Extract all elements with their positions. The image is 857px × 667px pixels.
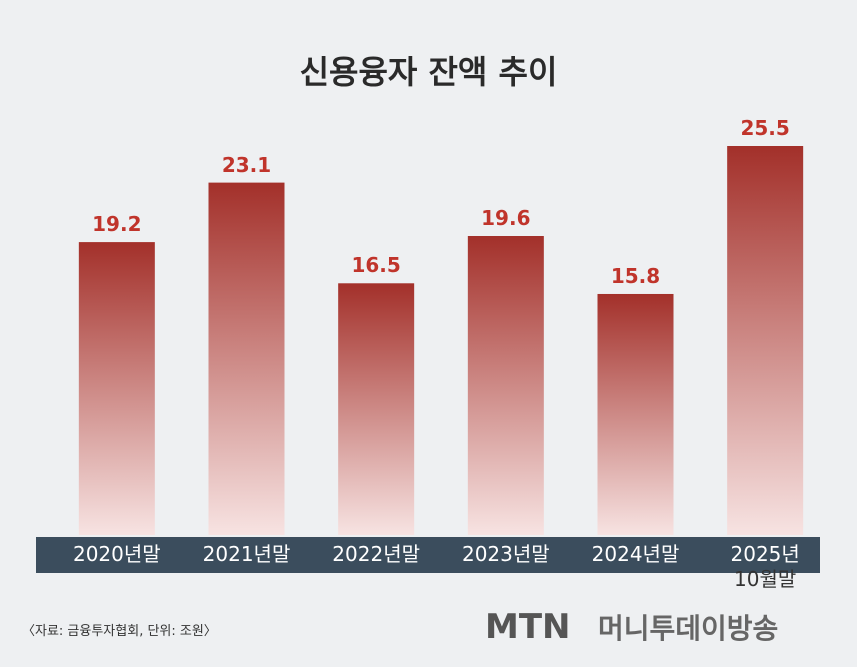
x-tick-label: 2022년말 (332, 542, 420, 566)
value-label: 16.5 (351, 253, 401, 278)
x-tick-label: 2025년 10월말 (700, 542, 830, 592)
bar (78, 242, 155, 535)
label-line: 2025년 (730, 542, 800, 566)
bar (338, 283, 415, 535)
source-note: 〈자료: 금융투자협회, 단위: 조원〉 (22, 624, 217, 639)
bar (597, 293, 674, 535)
value-label: 15.8 (610, 263, 661, 288)
label-line: 10월말 (734, 567, 797, 591)
logo-mark: MTN (485, 607, 571, 647)
x-tick-label: 2024년말 (591, 542, 680, 566)
bar (467, 236, 544, 536)
category-band (36, 537, 820, 573)
bar (208, 182, 285, 536)
value-label: 19.6 (481, 206, 531, 230)
x-tick-label: 2021년말 (202, 542, 291, 566)
value-label: 23.1 (221, 152, 272, 177)
x-tick-label: 2020년말 (72, 542, 161, 566)
value-label: 25.5 (740, 116, 790, 140)
value-label: 19.2 (92, 212, 142, 237)
chart-title: 신용융자 잔액 추이 (299, 53, 558, 91)
x-tick-label: 2023년말 (461, 542, 550, 566)
logo-name: 머니투데이방송 (598, 612, 779, 645)
bar (727, 146, 804, 535)
